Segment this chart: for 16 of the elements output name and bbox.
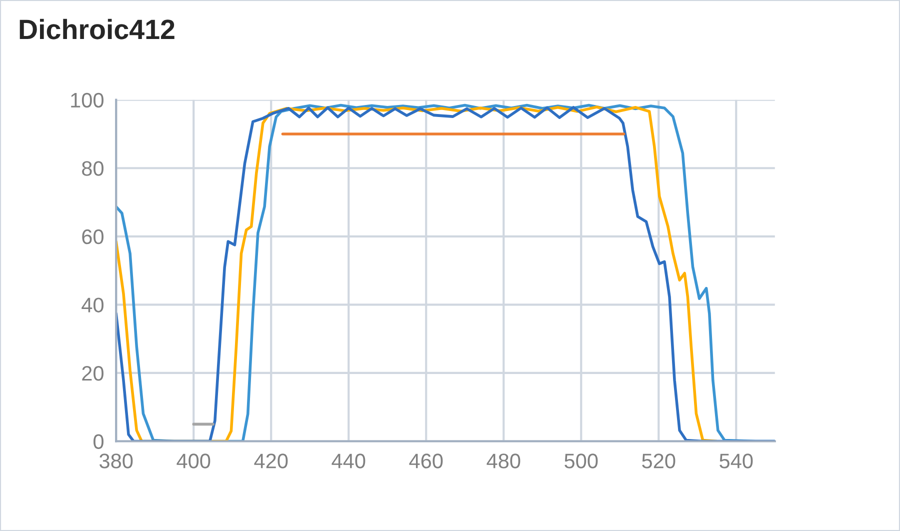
- y-tick-label: 0: [94, 434, 104, 450]
- y-tick-label: 80: [82, 161, 104, 176]
- x-tick-label: 400: [176, 454, 210, 468]
- chart-title: Dichroic412: [20, 18, 174, 40]
- y-tick-label: 100: [71, 92, 104, 108]
- x-tick-label: 380: [100, 454, 133, 468]
- x-tick-label: 500: [564, 454, 598, 468]
- y-tick-label: 60: [82, 229, 104, 244]
- x-tick-label: 420: [254, 454, 288, 468]
- x-tick-label: 440: [332, 454, 366, 468]
- y-tick-label: 40: [82, 298, 104, 312]
- x-tick-label: 520: [642, 454, 676, 468]
- y-tick-label: 20: [82, 366, 104, 381]
- x-tick-label: 540: [720, 454, 753, 468]
- x-tick-label: 480: [486, 454, 520, 468]
- x-tick-label: 460: [409, 454, 443, 468]
